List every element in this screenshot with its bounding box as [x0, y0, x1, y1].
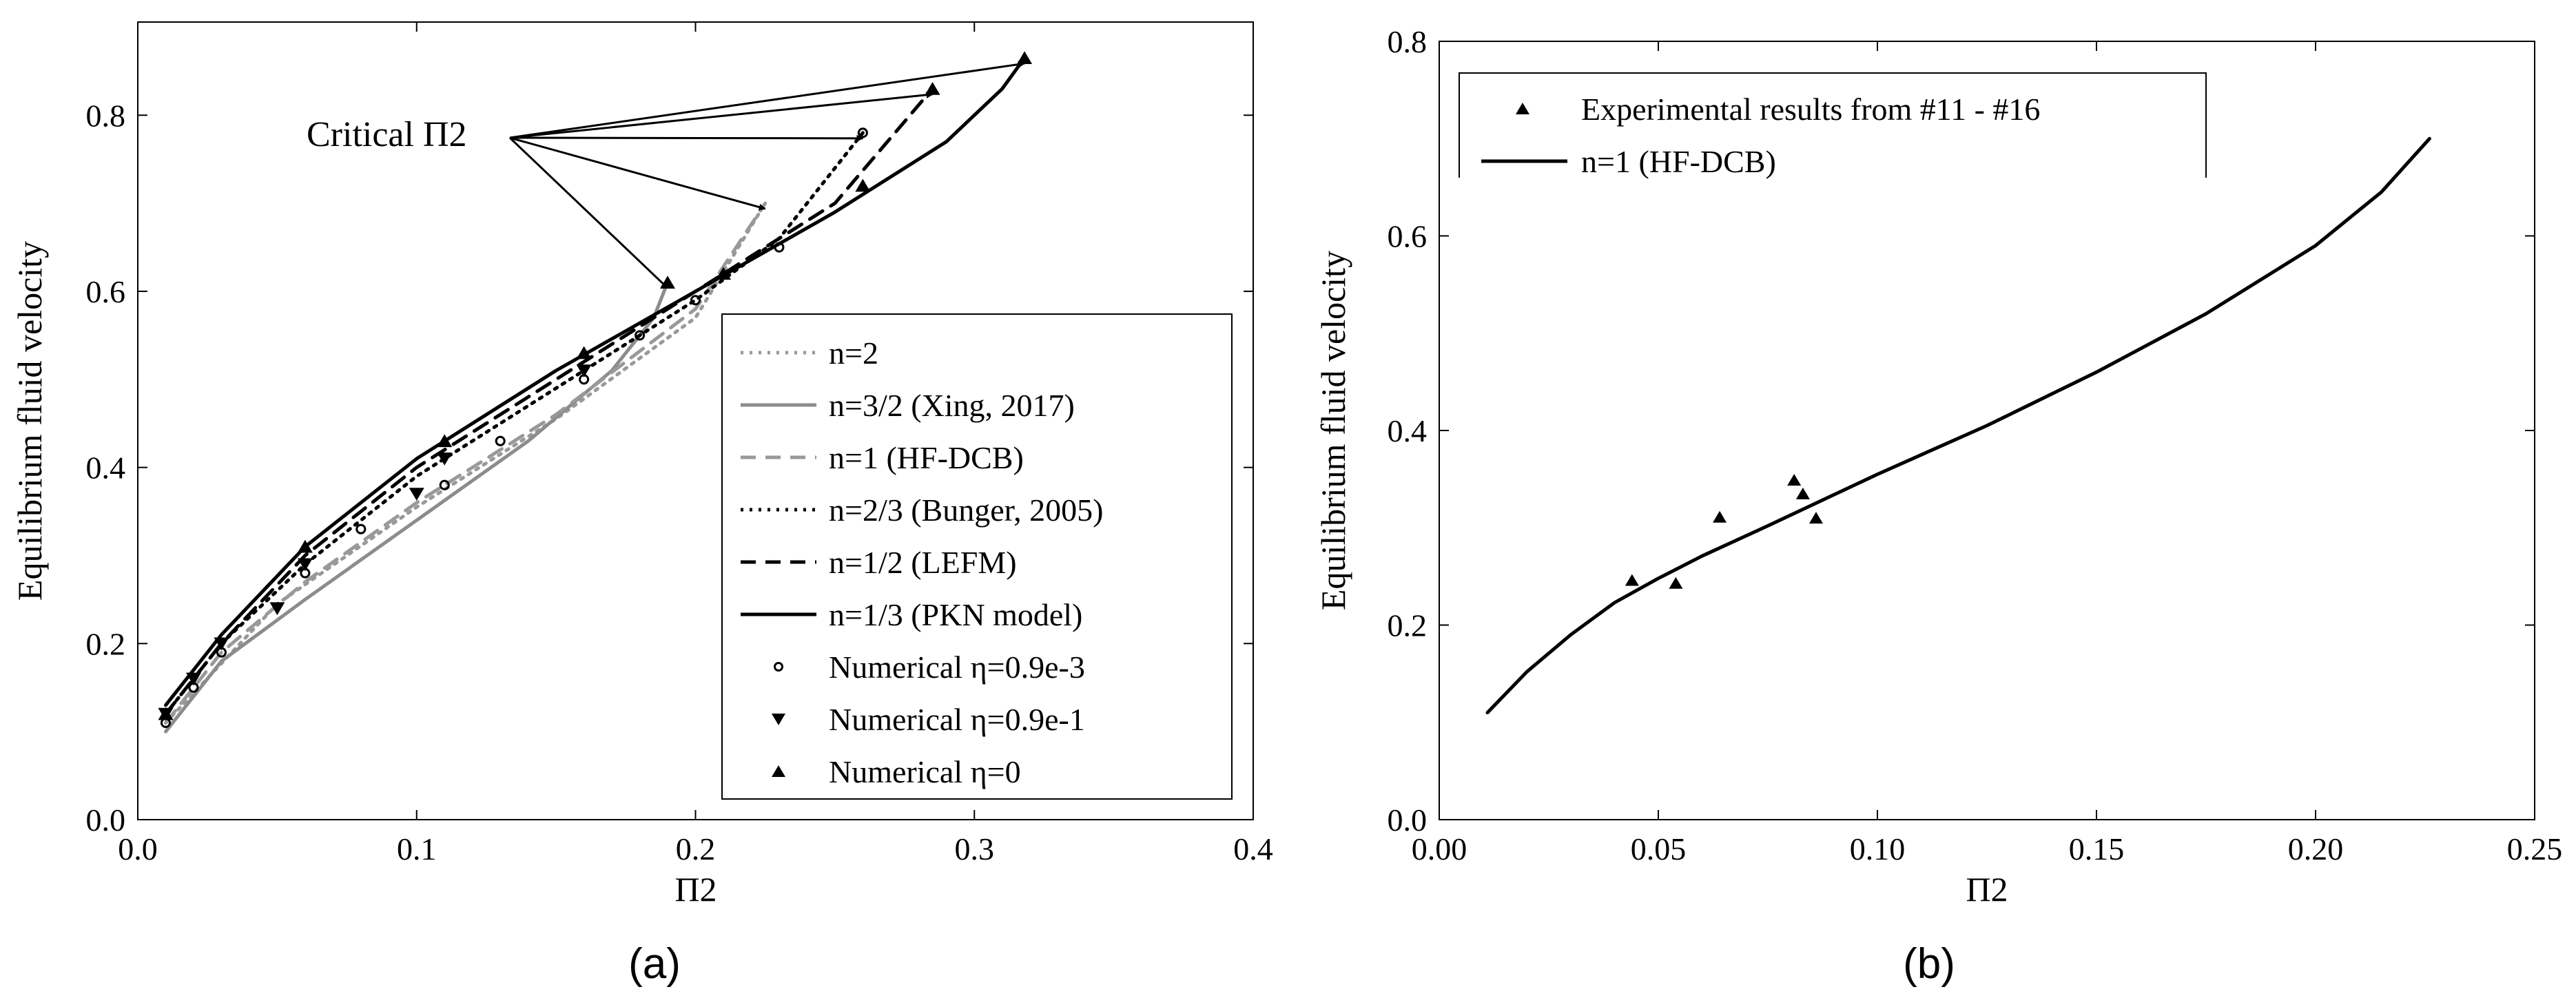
critical-arrows — [508, 61, 1026, 289]
x-tick-label: 0.3 — [955, 831, 995, 866]
chart-panel-b: 0.00 0.05 0.10 0.15 0.20 0.250.00.20.40.60.8 … — [1314, 24, 2562, 988]
data-point-numerical-0-9e-1 — [214, 637, 229, 651]
y-tick-label: 0.4 — [1388, 413, 1428, 448]
data-point-numerical-0-9e-3 — [774, 242, 785, 253]
data-point-numerical-0-9e-1 — [185, 672, 201, 686]
data-point-numerical-0 — [855, 178, 871, 192]
x-tick-label: 0.4 — [1233, 831, 1273, 866]
data-point-experimental-results-from-11-16 — [1809, 512, 1823, 524]
data-point-numerical-0 — [715, 267, 731, 280]
y-tick-label: 0.2 — [1388, 608, 1428, 643]
data-point-experimental-results-from-11-16 — [1625, 574, 1639, 586]
y-tick-label: 0.0 — [1388, 802, 1428, 838]
legend-box-b — [1459, 72, 2207, 178]
legend-label: Numerical η=0.9e-1 — [829, 702, 1085, 737]
data-point-numerical-0 — [576, 346, 592, 360]
data-point-experimental-results-from-11-16 — [1787, 474, 1802, 486]
data-point-numerical-0 — [437, 434, 453, 448]
x-axis-title-a: Π2 — [674, 870, 717, 909]
data-point-experimental-results-from-11-16 — [1795, 487, 1810, 499]
data-point-numerical-0 — [297, 539, 313, 553]
legend-label: n=2 — [829, 335, 878, 371]
data-point-numerical-0 — [1017, 51, 1033, 64]
data-point-numerical-0-9e-3 — [690, 295, 701, 306]
x-tick-label: 0.2 — [676, 831, 716, 866]
y-tick-label: 0.8 — [86, 98, 126, 133]
legend-label: Numerical η=0 — [829, 754, 1021, 789]
y-tick-label: 0.0 — [86, 802, 126, 838]
legend-label: n=1 (HF-DCB) — [1581, 144, 1776, 179]
data-point-numerical-0 — [925, 82, 940, 95]
series-group-b — [1485, 136, 2431, 715]
data-point-numerical-0-9e-3 — [356, 523, 367, 534]
critical-arrow — [509, 136, 766, 211]
data-point-numerical-0-9e-1 — [409, 488, 424, 501]
x-axis-title-b: Π2 — [1966, 870, 2008, 909]
series-group-a — [164, 56, 1027, 734]
legend-label: n=1/2 (LEFM) — [829, 545, 1017, 580]
y-tick-label: 0.6 — [1388, 219, 1428, 254]
x-tick-label: 0.15 — [2069, 831, 2125, 866]
legend-swatch-numerical-0 — [772, 765, 785, 777]
x-tick-label: 0.25 — [2507, 831, 2563, 866]
series-line-n-3-2-xing-2017 — [164, 280, 670, 734]
panel-label-b: (b) — [1903, 940, 1955, 988]
axis-ticks-b: 0.00 0.05 0.10 0.15 0.20 0.25 0.0 0.2 0.4 0.6 0.8 — [1388, 24, 2563, 866]
data-point-experimental-results-from-11-16 — [1713, 510, 1727, 523]
data-point-numerical-0-9e-1 — [297, 558, 313, 572]
data-point-experimental-results-from-11-16 — [1669, 577, 1683, 589]
x-tick-label: 0.10 — [1850, 831, 1906, 866]
data-point-numerical-0 — [158, 707, 174, 720]
axis-ticks-a: 0.0 0.1 0.2 0.3 0.4 0.0 0.2 0.4 0.6 0.8 — [86, 22, 1273, 866]
x-tick-label: 0.0 — [118, 831, 158, 866]
critical-annotation: Critical Π2 — [307, 115, 467, 154]
series-line-n-1-hf-dcb — [164, 201, 767, 725]
legend-swatch-numerical-0-9e-1 — [772, 714, 785, 725]
legend-a: n=2 n=3/2 (Xing, 2017) n=1 (HF-DCB) n=2/3 (… — [721, 313, 1233, 800]
y-tick-label: 0.2 — [86, 626, 126, 661]
data-point-numerical-0-9e-1 — [269, 602, 285, 616]
y-axis-title-b: Equilibrium fluid velocity — [1314, 251, 1352, 610]
y-tick-label: 0.8 — [1388, 24, 1428, 59]
markers-group-b — [1625, 474, 1823, 589]
data-point-numerical-0-9e-3 — [635, 330, 646, 341]
legend-label: n=1 (HF-DCB) — [829, 440, 1024, 475]
legend-swatch-experimental-results-from-11-16 — [1516, 103, 1529, 114]
chart-panel-a: 0.0 0.1 0.2 0.3 0.4 0.0 0.2 0.4 0.6 0.8 Critical … — [10, 21, 1273, 988]
series-line-n-1-hf-dcb — [1485, 136, 2431, 715]
data-point-numerical-0-9e-3 — [495, 435, 506, 446]
legend-label: n=3/2 (Xing, 2017) — [829, 388, 1075, 423]
series-line-n-1-3-pkn-model — [164, 56, 1027, 707]
y-axis-title-a: Equilibrium fluid velocity — [10, 241, 49, 601]
legend-label: Experimental results from #11 - #16 — [1581, 92, 2040, 127]
critical-arrow — [509, 91, 934, 139]
panel-label-a: (a) — [628, 940, 681, 988]
x-tick-label: 0.20 — [2288, 831, 2344, 866]
y-tick-label: 0.6 — [86, 274, 126, 309]
critical-arrow — [508, 136, 669, 289]
legend-label: n=2/3 (Bunger, 2005) — [829, 492, 1103, 528]
legend-label: Numerical η=0.9e-3 — [829, 650, 1085, 685]
legend-swatch-numerical-0-9e-3 — [774, 662, 783, 672]
legend-b: Experimental results from #11 - #16 n=1 (… — [1459, 72, 2207, 179]
x-tick-label: 0.1 — [397, 831, 437, 866]
legend-box-a — [721, 313, 1233, 800]
x-tick-label: 0.00 — [1412, 831, 1467, 866]
critical-arrow — [509, 61, 1026, 139]
series-line-n-2 — [164, 201, 767, 725]
x-tick-label: 0.05 — [1631, 831, 1687, 866]
data-point-numerical-0-9e-1 — [576, 364, 592, 377]
series-line-n-1-2-lefm — [164, 87, 934, 716]
data-point-numerical-0-9e-1 — [437, 453, 453, 466]
legend-label: n=1/3 (PKN model) — [829, 597, 1082, 632]
data-point-numerical-0-9e-3 — [439, 479, 450, 490]
y-tick-label: 0.4 — [86, 450, 126, 486]
